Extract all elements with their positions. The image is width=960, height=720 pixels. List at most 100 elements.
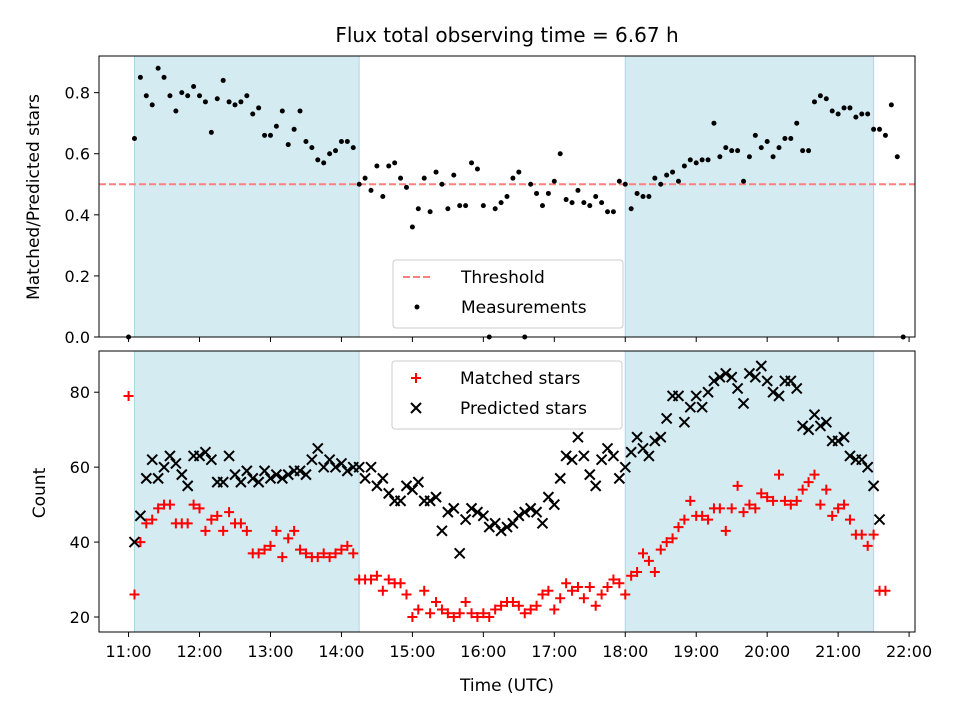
predicted-star-point [708, 375, 720, 387]
matched-star-point [259, 544, 270, 555]
x-tick-label: 11:00 [106, 642, 152, 661]
predicted-star-point [294, 465, 306, 477]
measurement-point [250, 111, 256, 117]
predicted-star-point [140, 472, 153, 485]
measurement-point [197, 93, 203, 99]
predicted-star-point [241, 465, 253, 477]
predicted-star-point [453, 547, 466, 560]
measurement-point [788, 135, 794, 141]
measurement-point [859, 111, 865, 117]
matched-star-point [827, 510, 838, 521]
measurement-point [386, 163, 392, 169]
predicted-star-point [282, 468, 294, 481]
measurement-point [256, 105, 262, 111]
predicted-star-point [584, 468, 596, 481]
measurement-point [817, 93, 823, 99]
matched-star-point [218, 525, 229, 536]
legend-measurement-swatch [414, 304, 420, 310]
predicted-star-point [235, 476, 247, 488]
predicted-star-point [660, 412, 673, 425]
matched-star-point [206, 514, 217, 525]
bottom-panel: 20 40 60 80 11:00 12:00 13:00 14:00 15:00 16:00 17… [30, 350, 932, 696]
measurement-point [581, 200, 587, 206]
matched-star-point [821, 484, 832, 495]
predicted-star-point [613, 472, 626, 485]
measurement-point [569, 200, 575, 206]
measurement-point [764, 139, 770, 145]
matched-star-point [632, 567, 643, 578]
matched-star-point [224, 507, 235, 518]
matched-star-point [241, 525, 252, 536]
predicted-star-point [785, 375, 797, 387]
measurement-point [746, 154, 752, 160]
measurement-point [463, 203, 469, 209]
measurement-point [693, 160, 699, 166]
matched-star-point [720, 525, 731, 536]
predicted-star-point [193, 450, 206, 462]
matched-star-point [862, 540, 873, 551]
matched-star-point [590, 600, 601, 611]
measurement-point [616, 178, 622, 184]
measurement-point [829, 108, 835, 114]
predicted-star-point [731, 382, 744, 395]
matched-star-point [395, 578, 406, 589]
predicted-star-point [619, 461, 631, 473]
observing-window-band [624, 55, 875, 338]
predicted-star-point [412, 476, 425, 488]
predicted-star-point [625, 446, 637, 458]
y-tick-label: 0.6 [65, 145, 90, 164]
matched-star-point [756, 488, 767, 499]
matched-star-point [649, 567, 660, 578]
matched-star-point [212, 510, 223, 521]
predicted-star-point [649, 435, 661, 447]
measurement-point [658, 181, 664, 187]
predicted-star-point [725, 371, 738, 383]
measurement-point [800, 148, 806, 154]
measurement-point [888, 102, 894, 108]
predicted-star-point [637, 442, 649, 455]
matched-star-point [342, 540, 353, 551]
measurement-point [392, 160, 398, 166]
measurement-point [882, 132, 888, 138]
matched-star-point [791, 495, 802, 506]
matched-star-point [188, 499, 199, 510]
measurement-point [285, 142, 291, 148]
matched-star-point [490, 604, 501, 615]
predicted-star-point [264, 472, 277, 485]
measurement-point [131, 135, 137, 141]
measurement-point [469, 160, 475, 166]
measurement-point [179, 90, 185, 96]
measurement-point [711, 120, 717, 126]
matched-star-point [371, 570, 382, 581]
predicted-star-point [867, 480, 880, 492]
matched-star-point [472, 612, 483, 623]
predicted-star-point [791, 382, 803, 395]
matched-star-point [626, 570, 637, 581]
predicted-star-point [655, 431, 667, 443]
measurement-point [681, 163, 687, 169]
measurement-point [457, 203, 463, 209]
predicted-star-point [873, 513, 886, 526]
measurement-point [267, 132, 273, 138]
x-tick-label: 20:00 [744, 642, 790, 661]
chart-title: Flux total observing time = 6.67 h [335, 23, 678, 47]
legend-label: Predicted stars [460, 399, 587, 419]
matched-star-point [596, 589, 607, 600]
measurement-point [539, 203, 545, 209]
matched-star-point [744, 499, 755, 510]
measurement-point [723, 145, 729, 151]
measurement-point [161, 74, 167, 80]
x-tick-label: 21:00 [815, 642, 861, 661]
predicted-star-point [459, 513, 472, 526]
measurement-point [871, 126, 877, 132]
measurement-point [628, 206, 634, 212]
predicted-star-point [589, 480, 602, 492]
predicted-star-point [861, 461, 874, 473]
predicted-star-point [802, 423, 815, 436]
predicted-star-point [767, 386, 779, 398]
measurement-point [634, 190, 640, 196]
predicted-star-point [501, 521, 513, 533]
measurement-point [403, 184, 409, 190]
matched-star-point [774, 469, 784, 480]
matched-star-point [697, 510, 708, 521]
